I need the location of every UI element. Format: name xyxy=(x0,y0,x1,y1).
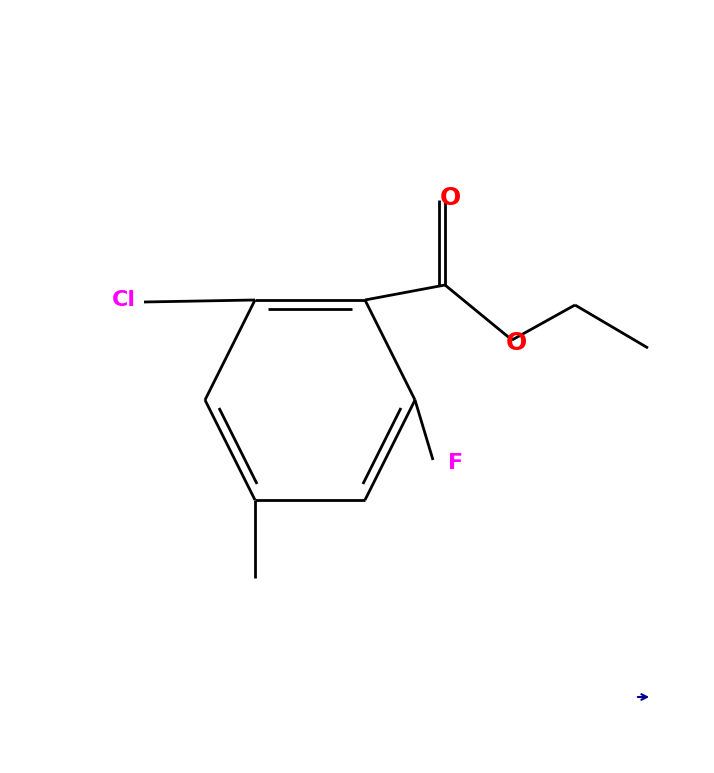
Text: F: F xyxy=(448,453,463,473)
Text: O: O xyxy=(439,186,461,210)
Text: Cl: Cl xyxy=(112,290,136,310)
Text: O: O xyxy=(506,331,527,355)
